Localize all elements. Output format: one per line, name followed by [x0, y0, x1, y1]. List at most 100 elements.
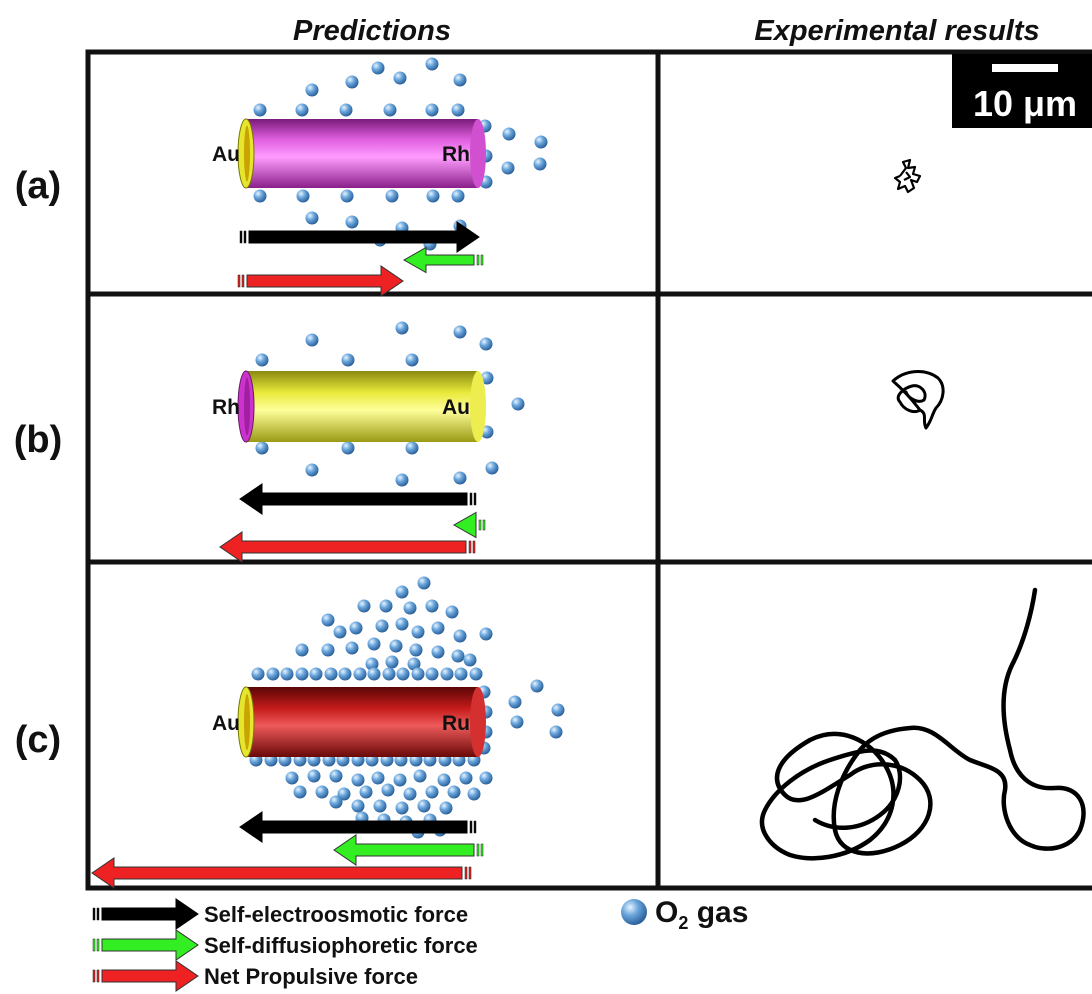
panel-grid	[85, 49, 1092, 891]
o2-bubble	[413, 769, 427, 783]
net-arrow-a-tail-tick	[241, 274, 245, 288]
o2-bubble	[405, 353, 419, 367]
force-arrows	[91, 221, 486, 889]
o2-bubble	[280, 667, 294, 681]
o2-bubble	[349, 621, 363, 635]
net-arrow-c-tail-tick	[468, 866, 472, 880]
o2-bubble	[403, 787, 417, 801]
o2-bubble	[479, 337, 493, 351]
diffusiophoretic-arrow-c	[333, 834, 475, 866]
o2-bubble	[382, 667, 396, 681]
o2-bubble	[395, 321, 409, 335]
rod-c-right-label: Ru	[442, 712, 470, 735]
o2-bubble	[255, 353, 269, 367]
net-arrow-b-tail-tick	[472, 540, 476, 554]
o2-bubble	[510, 715, 524, 729]
o2-bubble	[365, 657, 379, 671]
o2-bubble	[453, 325, 467, 339]
diffusiophoretic-arrow-a	[402, 246, 475, 274]
electroosmotic-arrow-a	[248, 221, 480, 253]
o2-bubble	[345, 215, 359, 229]
o2-bubble	[293, 785, 307, 799]
o2-bubble	[253, 103, 267, 117]
electroosmotic-arrow-a-tail-tick	[239, 230, 243, 244]
o2-bubble	[285, 771, 299, 785]
o2-bubble	[371, 61, 385, 75]
o2-bubble	[341, 441, 355, 455]
legend-o2-prefix: O	[655, 896, 678, 929]
o2-bubble	[425, 599, 439, 613]
o2-bubble	[305, 211, 319, 225]
diffusiophoretic-arrow-c-tail-tick	[476, 843, 480, 857]
diffusiophoretic-arrow-b	[452, 511, 477, 539]
diffusiophoretic-arrow-b-tail-tick	[478, 519, 482, 531]
legend-diffusiophoretic-arrow-tail-tick	[96, 938, 100, 952]
o2-bubble	[451, 103, 465, 117]
o2-bubble	[534, 135, 548, 149]
o2-bubble	[295, 667, 309, 681]
o2-bubble	[337, 787, 351, 801]
o2-bubble	[395, 801, 409, 815]
o2-bubble	[407, 657, 421, 671]
scale-bar-label: 10 μm	[973, 83, 1077, 124]
o2-bubble	[359, 785, 373, 799]
o2-bubble	[305, 463, 319, 477]
o2-bubble	[395, 617, 409, 631]
nanorod-a	[237, 118, 486, 189]
header-experimental: Experimental results	[754, 15, 1039, 47]
o2-bubble	[373, 799, 387, 813]
legend-net-arrow	[101, 960, 199, 992]
diffusiophoretic-arrow-a-tail-tick	[480, 254, 484, 266]
o2-bubble	[396, 667, 410, 681]
o2-bubble	[338, 667, 352, 681]
o2-bubble	[393, 773, 407, 787]
o2-bubble	[439, 801, 453, 815]
o2-bubble	[324, 667, 338, 681]
o2-bubble	[351, 773, 365, 787]
o2-bubble	[393, 71, 407, 85]
o2-bubble	[425, 667, 439, 681]
o2-bubble	[425, 57, 439, 71]
o2-bubble	[451, 649, 465, 663]
o2-bubbles-a	[253, 57, 548, 251]
electroosmotic-arrow-b-tail-tick	[469, 492, 473, 506]
header-predictions: Predictions	[293, 15, 451, 47]
o2-bubble	[345, 641, 359, 655]
o2-bubble	[479, 627, 493, 641]
o2-bubble	[453, 629, 467, 643]
o2-bubble	[251, 667, 265, 681]
o2-bubble	[411, 667, 425, 681]
o2-bubble	[307, 769, 321, 783]
diffusiophoretic-arrow-a-tail-tick	[476, 254, 480, 266]
o2-bubbles-b	[255, 321, 525, 487]
o2-bubble	[431, 645, 445, 659]
o2-bubble	[454, 667, 468, 681]
legend-net-label: Net Propulsive force	[204, 964, 418, 989]
o2-bubble	[417, 576, 431, 590]
o2-bubble	[321, 643, 335, 657]
legend	[92, 898, 199, 992]
o2-bubble	[411, 625, 425, 639]
o2-bubble	[295, 643, 309, 657]
o2-bubble	[447, 785, 461, 799]
o2-bubble	[453, 73, 467, 87]
o2-bubble	[385, 655, 399, 669]
nanorod-c	[237, 686, 486, 758]
panel-label-c: (c)	[15, 719, 61, 761]
o2-bubble	[339, 103, 353, 117]
o2-bubble	[431, 621, 445, 635]
o2-bubble	[485, 461, 499, 475]
o2-bubble	[341, 353, 355, 367]
o2-bubble	[305, 333, 319, 347]
o2-bubble	[459, 771, 473, 785]
o2-bubble	[379, 599, 393, 613]
o2-bubble	[395, 473, 409, 487]
legend-o2-bubble	[621, 899, 647, 925]
rod-a-right-label: Rh	[442, 143, 470, 166]
o2-bubble	[340, 189, 354, 203]
o2-bubble	[417, 799, 431, 813]
legend-net-arrow-tail-tick	[96, 969, 100, 983]
o2-bubble	[333, 625, 347, 639]
legend-o2-suffix: gas	[688, 896, 748, 929]
